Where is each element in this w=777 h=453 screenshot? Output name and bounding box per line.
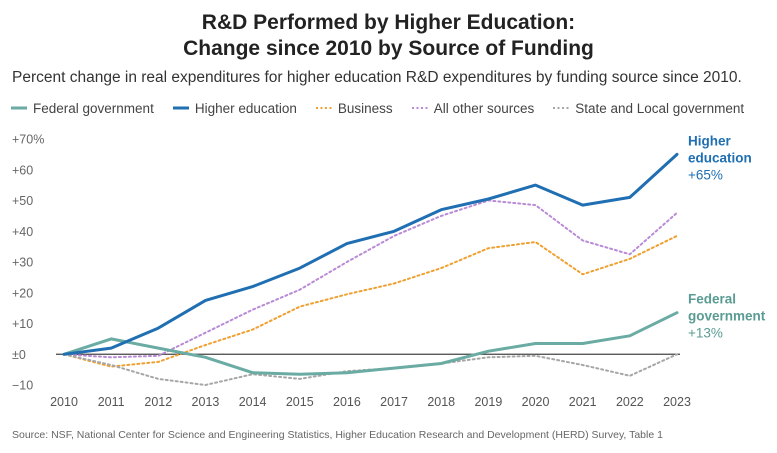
annotation-label-federal-government: government (688, 309, 766, 324)
series-line-business (63, 234, 678, 368)
x-tick-label: 2021 (569, 395, 597, 409)
x-tick-label: 2011 (98, 395, 125, 409)
annotation-value-federal-government: +13% (688, 326, 723, 341)
chart-title-line1: R&D Performed by Higher Education: (201, 11, 576, 34)
x-tick-label: 2018 (427, 395, 455, 409)
source-note: Source: NSF, National Center for Science… (12, 429, 663, 441)
series-line-higher-education (62, 152, 679, 356)
legend-label: All other sources (433, 100, 535, 116)
y-tick-label: +50 (12, 194, 33, 208)
y-tick-label: +20 (12, 286, 33, 300)
legend-item-higher-education: Higher education (172, 101, 297, 116)
legend-item-federal-government: Federal government (10, 101, 154, 116)
legend-label: Higher education (194, 100, 297, 116)
legend-item-all-other-sources: All other sources (411, 100, 535, 116)
y-tick-label: +40 (12, 225, 33, 239)
series-line-federal-government (62, 311, 679, 376)
series-line-all-other-sources (63, 199, 678, 359)
x-tick-label: 2010 (50, 395, 78, 409)
x-tick-label: 2014 (239, 395, 267, 409)
y-tick-label: +70% (12, 133, 44, 147)
y-tick-label: +30 (12, 256, 33, 270)
x-tick-label: 2016 (333, 395, 361, 409)
annotation-label-higher-education: Higher (688, 133, 732, 148)
x-tick-label: 2012 (144, 395, 172, 409)
x-tick-label: 2020 (522, 395, 550, 409)
annotation-value-higher-education: +65% (688, 167, 723, 182)
x-tick-label: 2019 (474, 395, 502, 409)
legend-label: State and Local government (575, 100, 745, 116)
legend-label: Business (337, 100, 393, 116)
legend-swatch (172, 106, 189, 110)
x-tick-label: 2015 (286, 395, 314, 409)
x-tick-label: 2017 (380, 395, 408, 409)
y-tick-label: −10 (12, 379, 33, 393)
x-tick-label: 2013 (192, 395, 220, 409)
legend-swatch (11, 106, 27, 110)
legend-item-business: Business (315, 101, 393, 116)
chart-subtitle: Percent change in real expenditures for … (12, 69, 742, 86)
y-tick-label: +60 (12, 163, 33, 177)
legend: Federal government Higher education Busine… (10, 99, 762, 117)
chart-title-line2: Change since 2010 by Source of Funding (183, 37, 594, 60)
legend-item-state-and-local-government: State and Local government (552, 101, 744, 116)
y-tick-label: ±0 (12, 348, 26, 362)
x-tick-label: 2023 (663, 395, 691, 409)
x-tick-label: 2022 (616, 395, 644, 409)
y-tick-label: +10 (12, 317, 33, 331)
annotation-label-federal-government: Federal (688, 292, 736, 307)
legend-label: Federal government (33, 100, 154, 116)
annotation-label-higher-education: education (688, 150, 752, 165)
